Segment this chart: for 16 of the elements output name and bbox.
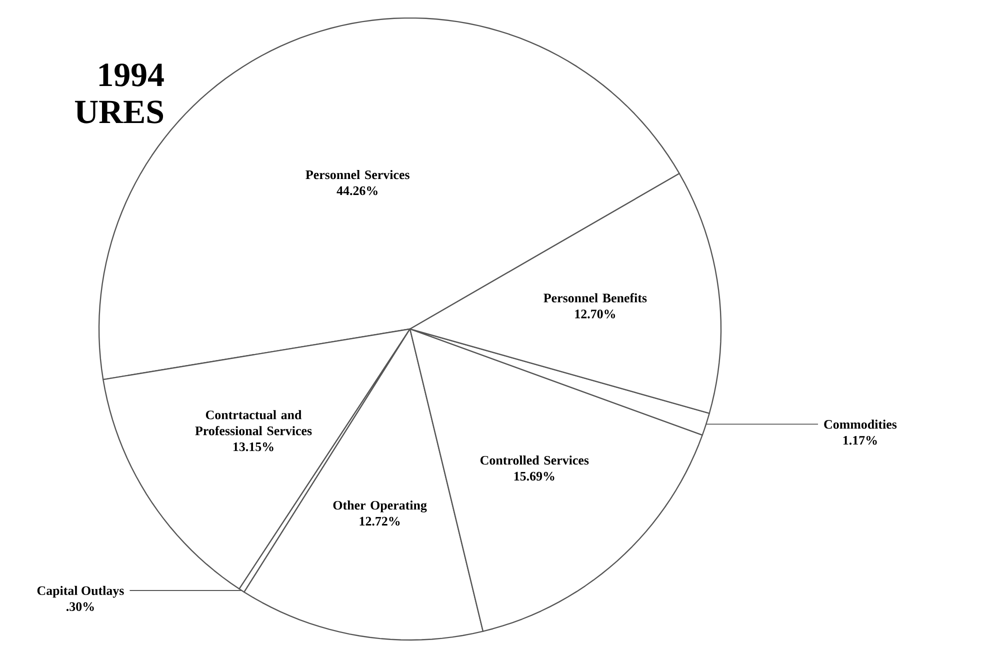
- data-label: .30%: [66, 602, 94, 612]
- slice-label: Personnel Benefits: [544, 293, 647, 302]
- slice-label: Commodities: [824, 420, 897, 429]
- text: URES: [74, 100, 164, 124]
- data-label: 12.70%: [575, 310, 616, 318]
- data-label: 15.69%: [514, 472, 554, 481]
- slice-label: Capital Outlays: [37, 586, 124, 598]
- data-label: 12.72%: [360, 516, 400, 526]
- text: 1994: [99, 64, 164, 86]
- slice-label: Personnel Services: [306, 170, 410, 180]
- data-label: 1.17%: [843, 436, 877, 445]
- slice-label: Other Operating: [333, 500, 427, 512]
- slice-label: Controlled Services: [480, 456, 589, 465]
- data-label: 13.15%: [233, 442, 274, 452]
- data-label: 44.26%: [336, 186, 378, 196]
- slice-label: Contrtactual and Professional Services: [195, 410, 312, 436]
